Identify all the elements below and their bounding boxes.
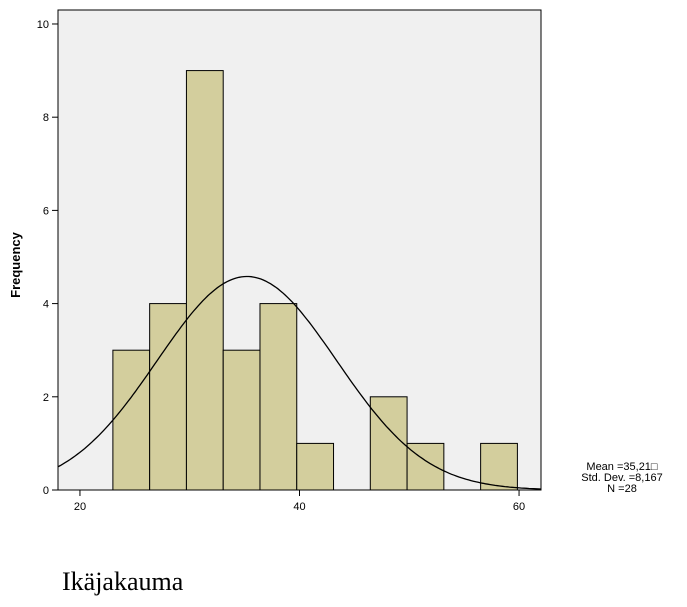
axes-group: 0 2 4 6 8 10 20 40 60 — [37, 19, 525, 513]
x-tick-label: 40 — [293, 501, 305, 513]
chart-caption: Ikäjakauma — [62, 567, 184, 596]
histogram-chart: 0 2 4 6 8 10 20 40 60 Frequency Mean =35,21□ Std… — [8, 9, 663, 513]
y-tick-label: 0 — [43, 485, 49, 497]
stats-legend: Mean =35,21□ Std. Dev. =8,167 N =28 — [581, 461, 662, 495]
y-tick-label: 6 — [43, 205, 49, 217]
stats-n: N =28 — [607, 483, 637, 495]
y-axis-label: Frequency — [8, 231, 23, 298]
histogram-bar — [296, 442, 335, 491]
x-tick-label: 20 — [74, 501, 86, 513]
stats-mean: Mean =35,21□ — [586, 461, 658, 473]
y-tick-label: 4 — [43, 299, 49, 311]
histogram-bar — [369, 396, 408, 491]
stats-std-dev: Std. Dev. =8,167 — [581, 472, 662, 484]
normal-curve — [57, 275, 542, 490]
y-tick-label: 10 — [37, 19, 49, 31]
histogram-bar — [480, 442, 518, 491]
x-tick-label: 60 — [513, 501, 525, 513]
bars-group — [112, 70, 518, 491]
y-tick-label: 8 — [43, 112, 49, 124]
histogram-bar — [406, 442, 445, 491]
histogram-bar — [259, 303, 298, 491]
histogram-bar — [112, 349, 151, 491]
histogram-bar — [222, 349, 261, 491]
histogram-bar — [185, 70, 224, 491]
y-tick-label: 2 — [43, 392, 49, 404]
histogram-bar — [149, 303, 187, 491]
